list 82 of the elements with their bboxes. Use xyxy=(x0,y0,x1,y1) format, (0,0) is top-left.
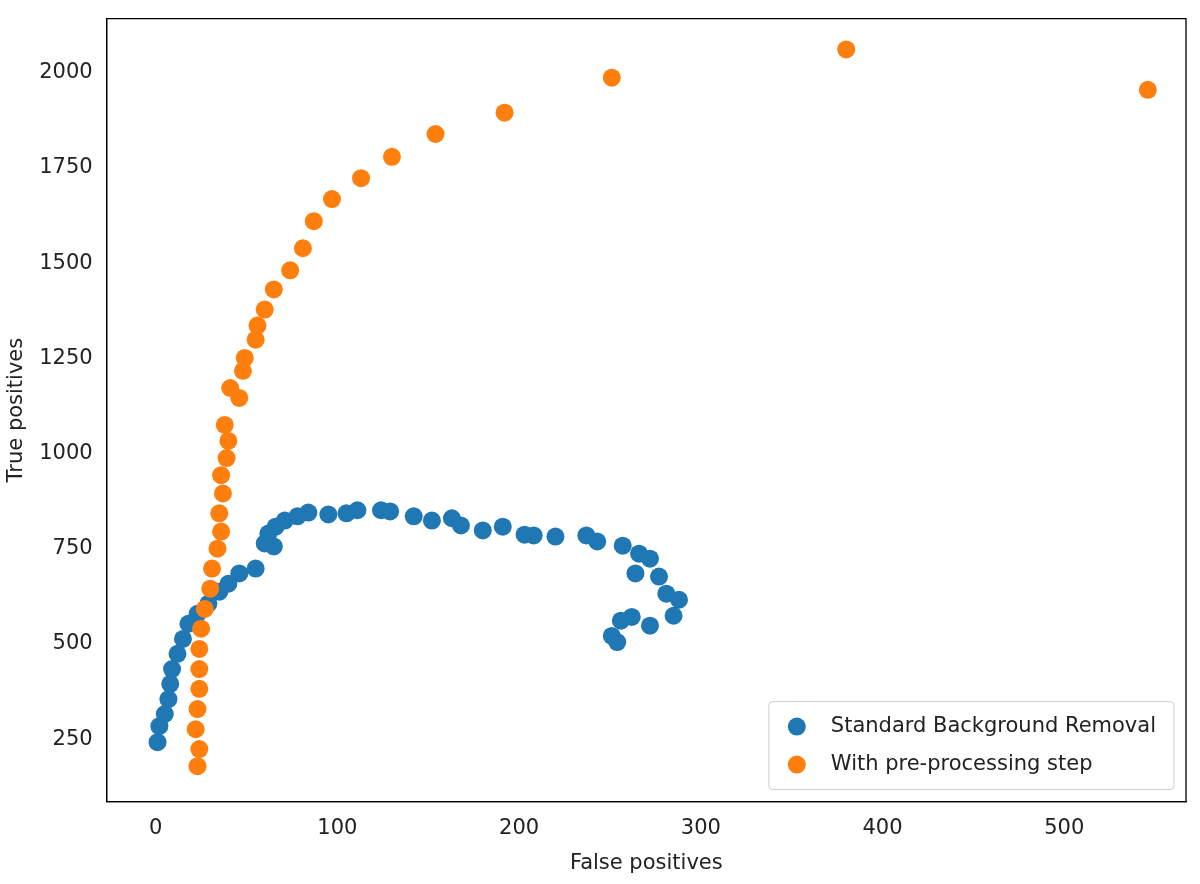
point xyxy=(650,567,669,586)
point xyxy=(255,300,274,319)
y-tick-label: 1750 xyxy=(39,154,93,179)
x-tick-label: 300 xyxy=(680,814,721,839)
point xyxy=(473,521,492,540)
point xyxy=(173,629,192,648)
x-tick-label: 400 xyxy=(862,814,903,839)
point xyxy=(602,68,621,87)
point xyxy=(322,190,341,209)
point xyxy=(382,147,401,166)
point xyxy=(159,690,178,709)
point xyxy=(221,379,240,398)
x-tick-label: 200 xyxy=(499,814,540,839)
x-tick-label: 500 xyxy=(1044,814,1085,839)
point xyxy=(613,536,632,555)
point xyxy=(640,616,659,635)
point xyxy=(670,590,689,609)
y-tick-label: 750 xyxy=(52,535,93,560)
point xyxy=(426,124,445,143)
point xyxy=(208,539,227,558)
point xyxy=(588,532,607,551)
point xyxy=(608,633,627,652)
y-tick-label: 1000 xyxy=(39,439,93,464)
point xyxy=(348,501,367,520)
point xyxy=(451,516,470,535)
point xyxy=(155,705,174,724)
x-tick-label: 0 xyxy=(149,814,163,839)
point xyxy=(246,559,265,578)
y-tick-label: 2000 xyxy=(39,59,93,84)
point xyxy=(248,316,267,335)
point xyxy=(163,660,182,679)
point xyxy=(190,639,209,658)
point xyxy=(188,757,207,776)
point xyxy=(188,700,207,719)
y-tick-label: 500 xyxy=(52,630,93,655)
point xyxy=(495,103,514,122)
point xyxy=(201,579,220,598)
point xyxy=(190,740,209,759)
point xyxy=(212,466,231,485)
point xyxy=(493,517,512,536)
point xyxy=(304,212,323,231)
point xyxy=(837,40,856,59)
point xyxy=(219,574,238,593)
point xyxy=(611,611,630,630)
point xyxy=(319,505,338,524)
point xyxy=(215,415,234,434)
point xyxy=(299,503,318,522)
point xyxy=(1138,80,1157,99)
point xyxy=(281,261,300,280)
x-tick-label: 100 xyxy=(317,814,358,839)
point xyxy=(664,606,683,625)
point xyxy=(640,549,659,568)
point xyxy=(210,504,229,523)
y-tick-label: 1250 xyxy=(39,344,93,369)
point xyxy=(546,527,565,546)
y-tick-label: 250 xyxy=(52,725,93,750)
point xyxy=(212,522,231,541)
point xyxy=(230,564,249,583)
point xyxy=(352,169,371,188)
point xyxy=(203,559,222,578)
point xyxy=(213,484,232,503)
point xyxy=(219,431,238,450)
point xyxy=(190,679,209,698)
point xyxy=(217,449,236,468)
point xyxy=(626,564,645,583)
point xyxy=(264,280,283,299)
legend-label: Standard Background Removal xyxy=(830,713,1156,738)
point xyxy=(186,720,205,739)
y-axis-title: True positives xyxy=(3,337,28,484)
point xyxy=(148,733,167,752)
y-tick-label: 1500 xyxy=(39,249,93,274)
point xyxy=(404,507,423,526)
point xyxy=(235,348,254,367)
point xyxy=(190,660,209,679)
point xyxy=(192,619,211,638)
x-axis-title: False positives xyxy=(569,849,723,874)
point xyxy=(195,599,214,618)
point xyxy=(293,239,312,258)
legend-label: With pre-processing step xyxy=(830,751,1093,776)
point xyxy=(161,674,180,693)
point xyxy=(422,511,441,530)
point xyxy=(168,644,187,663)
